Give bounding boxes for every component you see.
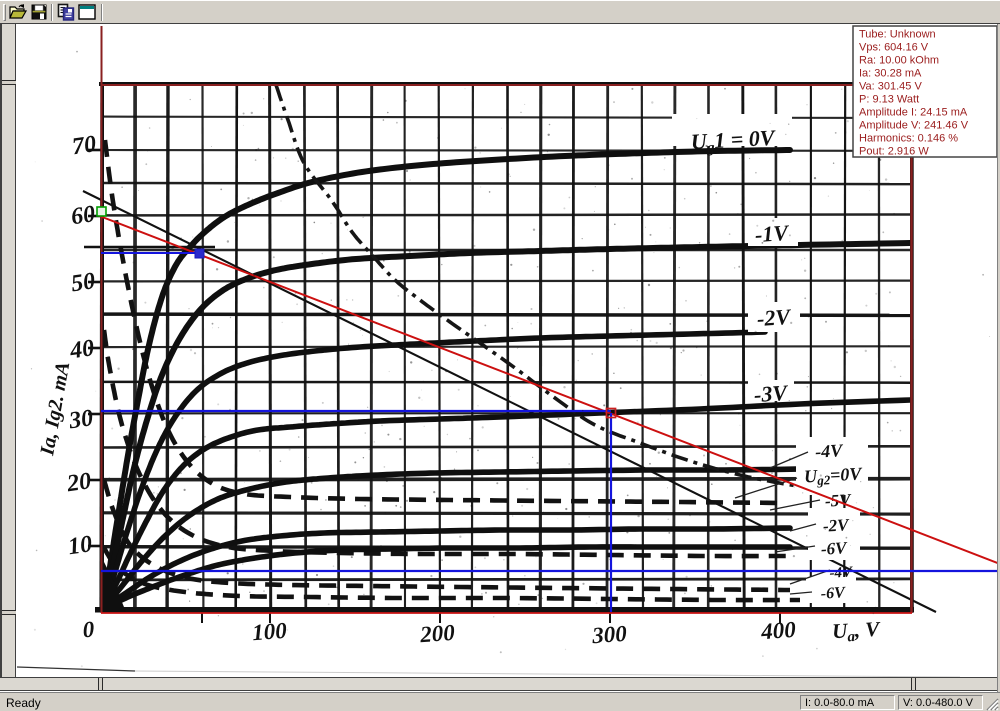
svg-text:60: 60	[69, 201, 96, 230]
svg-text:-2V: -2V	[822, 515, 850, 535]
svg-text:-6V: -6V	[820, 538, 848, 558]
svg-text:70: 70	[70, 131, 97, 160]
svg-text:-2V: -2V	[756, 304, 793, 331]
svg-text:P: 9.13 Watt: P: 9.13 Watt	[859, 94, 919, 106]
svg-text:Amplitude V: 241.46 V: Amplitude V: 241.46 V	[859, 120, 969, 132]
svg-text:50: 50	[69, 268, 96, 297]
svg-text:400: 400	[759, 617, 797, 644]
svg-text:20: 20	[64, 468, 92, 497]
svg-text:Tube: Unknown: Tube: Unknown	[859, 29, 936, 41]
svg-text:Ua, V: Ua, V	[831, 617, 882, 647]
svg-text:10: 10	[66, 531, 93, 560]
svg-text:-3V: -3V	[753, 380, 790, 407]
svg-text:-6V: -6V	[820, 584, 846, 602]
svg-text:Ra: 10.00 kOhm: Ra: 10.00 kOhm	[859, 55, 939, 67]
svg-text:Va: 301.45 V: Va: 301.45 V	[859, 81, 922, 93]
svg-text:Ug1 = 0V: Ug1 = 0V	[690, 125, 777, 157]
svg-text:-1V: -1V	[754, 220, 791, 247]
svg-text:-4V: -4V	[829, 564, 854, 581]
svg-text:40: 40	[67, 335, 95, 364]
svg-text:Pout: 2.916 W: Pout: 2.916 W	[859, 146, 929, 158]
svg-text:Amplitude I: 24.15 mA: Amplitude I: 24.15 mA	[859, 107, 968, 119]
svg-text:100: 100	[251, 618, 288, 645]
svg-text:Vps: 604.16 V: Vps: 604.16 V	[859, 42, 929, 54]
svg-text:Harmonics: 0.146 %: Harmonics: 0.146 %	[859, 133, 958, 145]
svg-text:-5V: -5V	[824, 490, 852, 510]
svg-text:-4V: -4V	[815, 440, 845, 461]
svg-text:0: 0	[82, 617, 96, 643]
svg-text:300: 300	[590, 621, 628, 648]
svg-text:30: 30	[66, 405, 94, 434]
svg-text:Ia: 30.28 mA: Ia: 30.28 mA	[859, 68, 922, 80]
svg-text:200: 200	[418, 620, 456, 647]
